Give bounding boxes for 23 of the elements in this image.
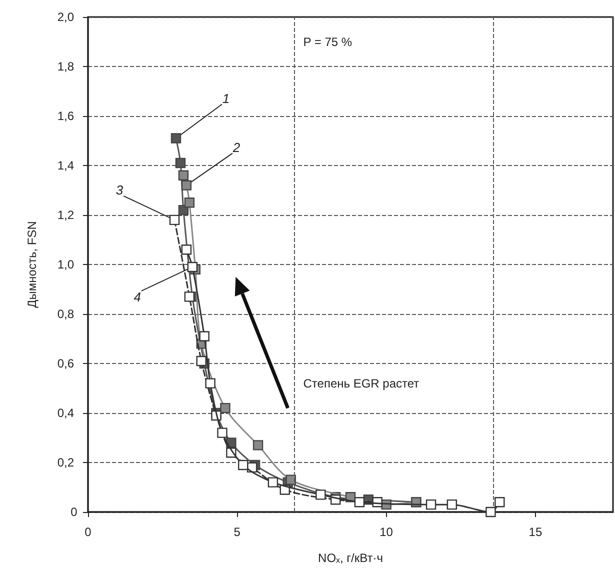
y-tick-label: 0,8 (57, 307, 74, 321)
annotation: 4 (134, 289, 142, 304)
x-tick-label: 15 (528, 525, 542, 539)
y-tick-label: 0,2 (57, 456, 74, 470)
x-tick-label: 0 (84, 525, 92, 539)
y-tick-label: 0 (70, 505, 78, 519)
x-tick-label: 5 (234, 525, 241, 539)
annotation: 2 (232, 140, 241, 155)
y-tick-label: 2,0 (57, 10, 74, 24)
y-tick-label: 1,8 (57, 60, 74, 74)
x-tick-label: 10 (380, 525, 394, 539)
y-tick-label: 1,4 (57, 158, 74, 172)
y-tick-label: 0,4 (57, 406, 74, 420)
y-tick-label: 1,6 (57, 109, 74, 123)
y-tick-label: 0,6 (57, 356, 74, 370)
annotation: 1 (222, 90, 230, 106)
y-tick-label: 1,0 (57, 258, 74, 272)
annotation: P = 75 % (303, 34, 352, 49)
annotation: Степень EGR растет (303, 376, 420, 390)
x-axis-title: NOₓ, г/кВт·ч (318, 551, 383, 565)
annotation: 3 (116, 182, 124, 198)
y-tick-label: 1,2 (57, 208, 74, 222)
y-axis-title: Дымность, FSN (25, 221, 39, 308)
